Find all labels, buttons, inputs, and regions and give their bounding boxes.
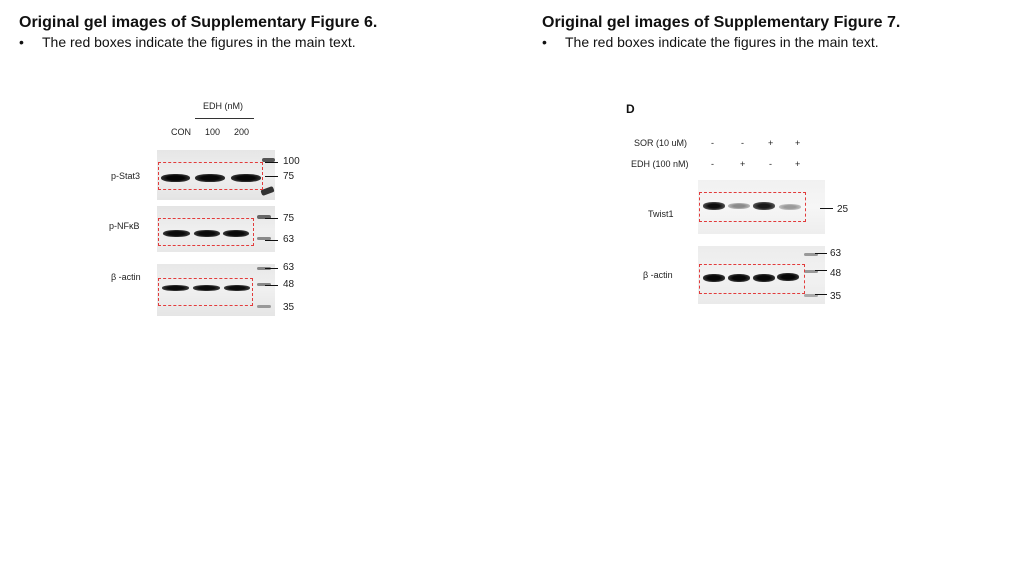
marker-tick [265,240,278,242]
band [161,174,190,182]
red-box-actin-left [158,278,253,306]
blot-label-pnfkb: p-NFκB [109,221,140,231]
marker-100: 100 [283,156,300,167]
fig6-note-text: The red boxes indicate the figures in th… [42,34,356,50]
bullet-marker: • [19,34,24,50]
ladder-band [262,158,275,162]
sor-value: - [741,138,744,148]
sor-value: + [795,138,801,148]
lane-label-con: CON [171,127,191,137]
marker-tick [265,268,278,270]
band [728,203,750,209]
blot-label-pstat3: p-Stat3 [111,171,141,181]
marker-25: 25 [837,204,849,215]
bullet-marker: • [542,34,547,50]
sor-value: + [768,138,774,148]
fig6-note: • The red boxes indicate the figures in … [19,34,439,52]
fig6-title: Original gel images of Supplementary Fig… [19,14,378,31]
band [194,230,220,237]
band [753,274,775,282]
red-box-twist1 [699,192,806,222]
ladder-band [804,253,818,256]
ladder-band [257,267,271,270]
lane-label-200: 200 [234,127,250,137]
marker-48: 48 [283,279,295,290]
marker-tick [815,253,827,255]
band [728,274,750,282]
red-box-pstat3 [158,162,263,190]
band [777,273,799,281]
edh-value: - [769,159,772,169]
condition-label-sor: SOR (10 uM) [634,138,688,148]
band [779,204,801,210]
band [231,174,261,182]
band [753,202,775,210]
marker-35: 35 [830,291,842,302]
marker-63: 63 [283,234,295,245]
band [162,285,189,291]
marker-tick [265,162,278,164]
blot-pnfkb [157,206,275,252]
ladder-band [257,283,271,286]
marker-tick [815,270,827,272]
ladder-band [804,270,818,273]
ladder-band [804,294,818,297]
marker-63: 63 [283,262,295,273]
fig7-note-text: The red boxes indicate the figures in th… [565,34,879,50]
blot-pstat3 [157,150,275,200]
lane-label-100: 100 [205,127,221,137]
ladder-band [257,215,271,219]
marker-48: 48 [830,268,842,279]
ladder-band [257,237,271,240]
red-box-pnfkb [158,218,254,246]
fig7-note: • The red boxes indicate the figures in … [542,34,962,52]
band [224,285,250,291]
treatment-underline [195,118,254,119]
marker-tick [820,208,833,210]
edh-value: + [795,159,801,169]
marker-75: 75 [283,171,295,182]
condition-label-edh: EDH (100 nM) [631,159,689,169]
sor-value: - [711,138,714,148]
band [703,202,725,210]
blot-label-actin-right: β -actin [643,270,673,280]
marker-63: 63 [830,248,842,259]
band [223,230,249,237]
marker-tick [265,176,278,178]
marker-tick [815,294,827,296]
blot-label-actin-left: β -actin [111,272,141,282]
band [703,274,725,282]
ladder-band [257,305,271,308]
marker-75: 75 [283,213,295,224]
band [163,230,190,237]
edh-value: + [740,159,746,169]
band [195,174,225,182]
blot-twist1 [698,180,825,234]
panel-letter: D [626,102,635,116]
marker-tick [265,285,278,287]
edh-value: - [711,159,714,169]
blot-actin-right [698,246,825,304]
marker-35: 35 [283,302,295,313]
blot-actin-left [157,264,275,316]
marker-tick [265,218,278,220]
treatment-label: EDH (nM) [203,101,243,111]
blot-label-twist1: Twist1 [648,209,674,219]
fig7-title: Original gel images of Supplementary Fig… [542,14,901,31]
band [193,285,220,291]
red-box-actin-right [699,264,805,294]
